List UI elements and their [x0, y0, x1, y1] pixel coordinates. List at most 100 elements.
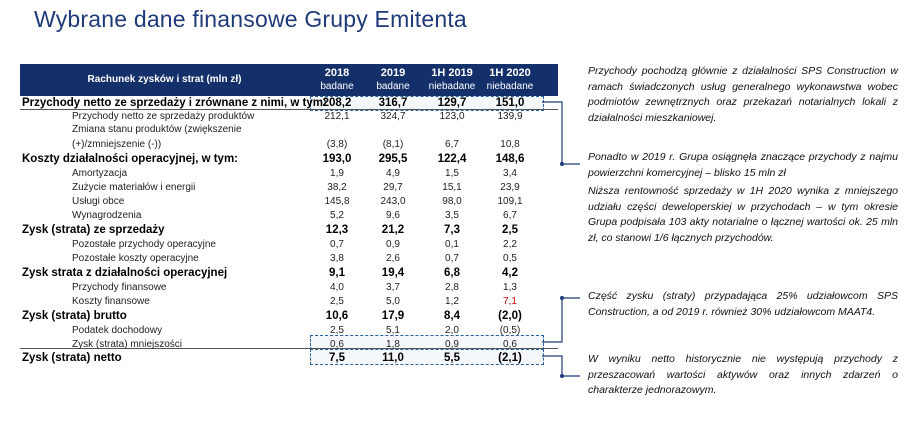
note-net-result: W wyniku netto historycznie nie występuj…: [588, 353, 898, 396]
row-value: 129,7: [437, 97, 467, 109]
row-label: Przychody finansowe: [72, 282, 167, 293]
row-value: 2,5: [502, 224, 518, 236]
row-value: 3,4: [503, 168, 517, 179]
column-year: 2019: [380, 67, 406, 79]
row-label: Usługi obce: [72, 196, 125, 207]
row-label: Amortyzacja: [72, 168, 128, 179]
row-value: 98,0: [442, 196, 462, 207]
row-value: 243,0: [380, 196, 406, 207]
highlight-revenue-box: [310, 96, 544, 111]
row-value: 7,3: [444, 224, 460, 236]
row-value: 295,5: [378, 153, 408, 165]
note-minority-share: Część zysku (straty) przypadająca 25% ud…: [588, 290, 898, 318]
row-label: Wynagrodzenia: [72, 210, 142, 221]
row-value: 0,7: [445, 253, 459, 264]
row-value: 3,8: [330, 253, 344, 264]
row-value: 38,2: [327, 182, 347, 193]
row-label: Zmiana stanu produktów (zwiększenie: [72, 124, 242, 135]
row-value: 4,0: [330, 282, 344, 293]
row-value: 23,9: [500, 182, 520, 193]
row-value: 1,2: [445, 296, 459, 307]
column-year: 1H 2020: [489, 67, 531, 79]
row-value: 0,7: [330, 239, 344, 250]
column-status: badane: [320, 81, 354, 92]
column-status: niebadane: [428, 81, 476, 92]
note-sales-profitability: Niższa rentowność sprzedaży w 1H 2020 wy…: [588, 185, 898, 244]
column-status: niebadane: [486, 81, 534, 92]
row-value: 6,7: [445, 139, 459, 150]
row-value: 148,6: [495, 153, 525, 165]
row-value: 0,6: [330, 339, 344, 350]
separator-line: [20, 109, 558, 110]
row-label: Pozostałe przychody operacyjne: [72, 239, 216, 250]
row-value: 5,0: [386, 296, 400, 307]
row-value: 12,3: [325, 224, 349, 236]
row-value: (2,0): [498, 310, 522, 322]
row-value: 4,2: [502, 267, 518, 279]
row-value: (2,1): [498, 352, 522, 364]
row-value: 2,5: [330, 296, 344, 307]
row-value: 8,4: [444, 310, 460, 322]
row-value: 4,9: [386, 168, 400, 179]
row-value: 2,5: [330, 325, 344, 336]
row-label: Koszty finansowe: [72, 296, 150, 307]
row-value: (8,1): [382, 139, 404, 150]
row-label: Przychody netto ze sprzedaży i zrównane …: [22, 97, 327, 109]
row-value: 29,7: [383, 182, 403, 193]
row-value: 193,0: [322, 153, 352, 165]
highlight-net-profit-box: [310, 349, 544, 365]
row-value: 7,5: [329, 352, 345, 364]
row-value: 145,8: [324, 196, 350, 207]
column-year: 2018: [324, 67, 350, 79]
row-value: 208,2: [322, 97, 352, 109]
row-value: 9,1: [329, 267, 345, 279]
row-value: (3,8): [326, 139, 348, 150]
row-value: 0,9: [445, 339, 459, 350]
row-value: 1,8: [386, 339, 400, 350]
row-value: 5,2: [330, 210, 344, 221]
row-label: Podatek dochodowy: [72, 325, 163, 336]
table-header-label: Rachunek zysków i strat (mln zł): [87, 74, 242, 85]
row-label: Przychody netto ze sprzedaży produktów: [72, 111, 255, 122]
row-value: 10,6: [325, 310, 349, 322]
row-value: 324,7: [380, 111, 406, 122]
row-value: 212,1: [324, 111, 350, 122]
row-value: 0,9: [386, 239, 400, 250]
row-value: (0,5): [499, 325, 521, 336]
row-value: 316,7: [378, 97, 408, 109]
row-value: 19,4: [381, 267, 405, 279]
note-revenue-source: Przychody pochodzą głównie z działalnośc…: [588, 65, 898, 124]
row-label: Zysk (strata) brutto: [22, 310, 127, 322]
row-value: 17,9: [381, 310, 405, 322]
row-value: 3,7: [386, 282, 400, 293]
row-value: 139,9: [497, 111, 523, 122]
row-value: 3,5: [445, 210, 459, 221]
row-value: 2,6: [386, 253, 400, 264]
row-value: 0,6: [503, 339, 517, 350]
row-value: 5,1: [386, 325, 400, 336]
row-value: 122,4: [437, 153, 467, 165]
note-rental-income: Ponadto w 2019 r. Grupa osiągnęła znaczą…: [588, 151, 898, 179]
row-value: 9,6: [386, 210, 400, 221]
row-label: Koszty działalności operacyjnej, w tym:: [22, 153, 239, 165]
row-label: (+)/zmniejszenie (-)): [72, 139, 162, 150]
separator-line: [20, 348, 558, 349]
connector-revenue: [542, 101, 580, 165]
row-value: 1,5: [445, 168, 459, 179]
connector-minority: [542, 297, 580, 343]
row-value: 11,0: [382, 352, 404, 364]
page-title: Wybrane dane finansowe Grupy Emitenta: [34, 6, 467, 32]
row-value: 0,1: [445, 239, 459, 250]
row-value: 123,0: [439, 111, 465, 122]
column-header-2019: 2019 badane: [365, 67, 421, 93]
row-value: 5,5: [444, 352, 460, 364]
column-year: 1H 2019: [431, 67, 473, 79]
column-status: badane: [376, 81, 410, 92]
row-value: 6,8: [444, 267, 460, 279]
column-header-1h2019: 1H 2019 niebadane: [424, 67, 480, 93]
column-header-1h2020: 1H 2020 niebadane: [482, 67, 538, 93]
row-label: Zysk (strata) ze sprzedaży: [22, 224, 165, 236]
column-header-2018: 2018 badane: [309, 67, 365, 93]
